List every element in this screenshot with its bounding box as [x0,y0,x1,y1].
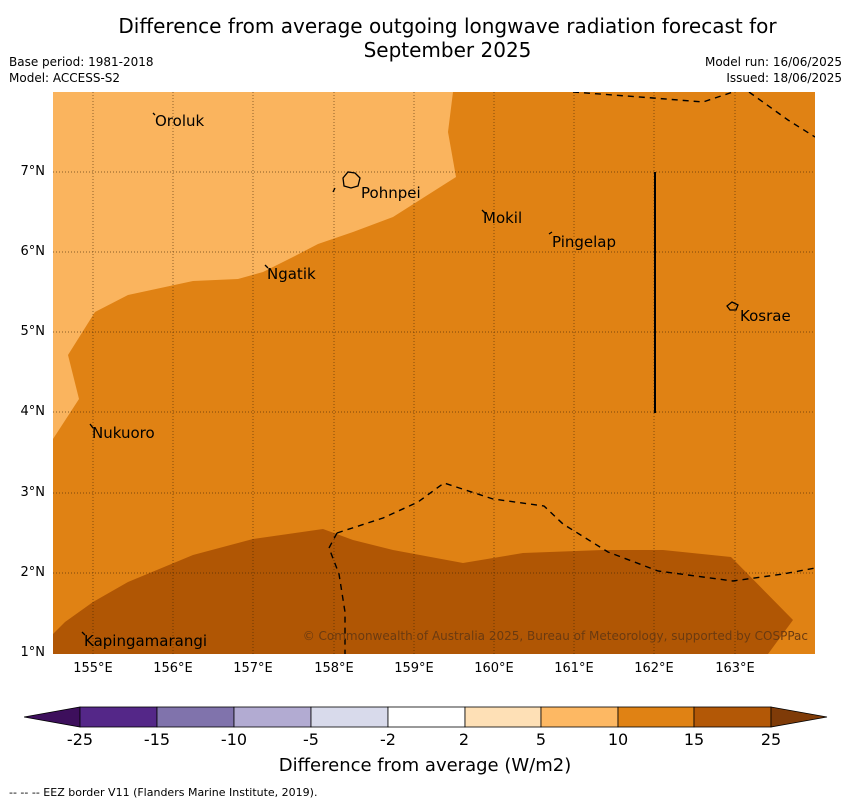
cb-label-9: 25 [760,730,782,749]
cb-label-0: -25 [66,730,94,749]
colorbar-seg-8 [617,706,695,728]
cb-label-5: 2 [458,730,470,749]
lat-label-2n: 2°N [20,565,46,580]
kosrae-island [726,301,739,311]
cb-label-3: -5 [303,730,319,749]
colorbar-seg-9 [693,706,772,728]
colorbar-extend-low [24,706,81,728]
colorbar-seg-3 [233,706,312,728]
cb-label-4: -2 [380,730,396,749]
place-nukuoro: Nukuoro [92,424,155,442]
place-oroluk: Oroluk [155,112,204,130]
colorbar-seg-4 [310,706,389,728]
colorbar-seg-7 [540,706,619,728]
colorbar [24,706,828,728]
lon-label-163e: 163°E [715,661,755,676]
pohnpei-island [342,171,361,189]
place-mokil: Mokil [483,209,522,227]
region-5-to-10 [53,92,456,439]
map-title: Difference from average outgoing longwav… [0,14,850,62]
lon-label-162e: 162°E [634,661,674,676]
lon-label-158e: 158°E [314,661,354,676]
colorbar-seg-5 [387,706,466,728]
title-line-2: September 2025 [363,38,532,62]
cb-label-1: -15 [143,730,171,749]
colorbar-extend-high [770,706,828,728]
map-panel: Oroluk Pohnpei Mokil Pingelap Ngatik Kos… [53,92,815,654]
place-kosrae: Kosrae [740,307,791,325]
base-period: Base period: 1981-2018 [9,55,154,69]
cb-label-2: -10 [220,730,248,749]
cb-label-7: 10 [607,730,629,749]
colorbar-seg-6 [464,706,542,728]
lon-label-160e: 160°E [474,661,514,676]
issued-date: Issued: 18/06/2025 [726,71,842,85]
lon-label-161e: 161°E [554,661,594,676]
title-line-1: Difference from average outgoing longwav… [118,14,777,38]
lon-label-159e: 159°E [394,661,434,676]
lat-label-5n: 5°N [20,324,46,339]
cb-label-6: 5 [535,730,547,749]
place-ngatik: Ngatik [267,265,316,283]
region-15-to-25 [53,529,793,654]
lat-label-1n: 1°N [20,645,46,660]
colorbar-seg-1 [79,706,158,728]
lat-label-3n: 3°N [20,485,46,500]
place-pohnpei: Pohnpei [361,184,421,202]
lon-label-155e: 155°E [73,661,113,676]
eez-footnote: -- -- -- EEZ border V11 (Flanders Marine… [9,786,318,799]
model-run: Model run: 16/06/2025 [704,55,842,69]
cb-label-8: 15 [683,730,705,749]
lat-label-4n: 4°N [20,404,46,419]
island-shapes [81,112,739,636]
place-pingelap: Pingelap [552,233,616,251]
model-name: Model: ACCESS-S2 [9,71,121,85]
lon-label-157e: 157°E [233,661,273,676]
lon-label-156e: 156°E [153,661,193,676]
lat-label-7n: 7°N [20,164,46,179]
eez-borders [328,92,815,654]
lat-label-6n: 6°N [20,244,46,259]
place-kapingamarangi: Kapingamarangi [84,632,207,650]
copyright-notice: © Commonwealth of Australia 2025, Bureau… [303,629,808,643]
meta-left: Base period: 1981-2018 Model: ACCESS-S2 [9,54,154,86]
meta-right: Model run: 16/06/2025 Issued: 18/06/2025 [705,54,842,86]
colorbar-title: Difference from average (W/m2) [278,755,572,776]
colorbar-seg-2 [156,706,235,728]
